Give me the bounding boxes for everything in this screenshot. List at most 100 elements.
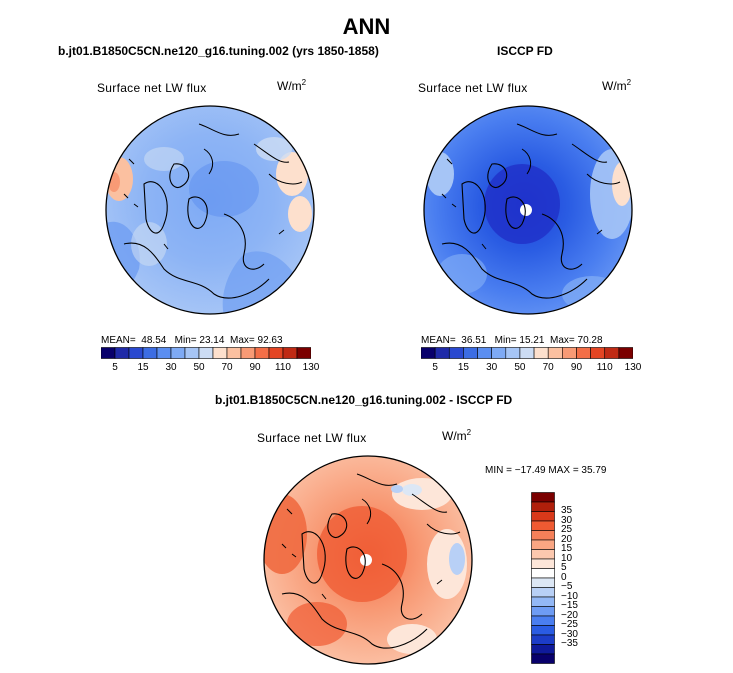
colorbar-swatch bbox=[531, 634, 555, 645]
colorbar-tick-label: 110 bbox=[596, 362, 613, 373]
colorbar-swatch bbox=[128, 347, 144, 359]
colorbar-swatch bbox=[142, 347, 158, 359]
figure-title: ANN bbox=[342, 14, 391, 39]
panel1-units: W/m2 bbox=[277, 78, 307, 93]
colorbar-swatch bbox=[184, 347, 200, 359]
colorbar-swatch bbox=[531, 530, 555, 541]
colorbar-swatch bbox=[170, 347, 186, 359]
colorbar-swatch bbox=[531, 511, 555, 522]
panel2-stats: MEAN= 36.51 Min= 15.21 Max= 70.28 bbox=[421, 335, 603, 346]
colorbar-tick-label: 0 bbox=[561, 571, 567, 583]
colorbar-swatch bbox=[531, 492, 555, 503]
colorbar-tick-label: 5 bbox=[432, 362, 438, 373]
colorbar-swatch bbox=[531, 577, 555, 588]
colorbar-tick-label: 110 bbox=[275, 362, 291, 373]
panel3-stats: MIN = −17.49 MAX = 35.79 bbox=[485, 465, 607, 476]
colorbar-tick-label: 50 bbox=[514, 362, 526, 373]
colorbar-tick-label: −20 bbox=[561, 609, 578, 621]
colorbar-tick-label: 15 bbox=[561, 543, 573, 554]
colorbar-swatch bbox=[226, 347, 242, 359]
panel2-colorbar bbox=[421, 347, 633, 359]
colorbar-swatch bbox=[531, 606, 555, 617]
colorbar-swatch bbox=[562, 347, 577, 359]
panel1-polar-map bbox=[105, 105, 315, 315]
colorbar-tick-label: 10 bbox=[561, 552, 573, 564]
colorbar-swatch bbox=[576, 347, 591, 359]
panel1-variable-label: Surface net LW flux bbox=[97, 81, 207, 95]
colorbar-swatch bbox=[477, 347, 492, 359]
colorbar-swatch bbox=[240, 347, 256, 359]
colorbar-swatch bbox=[590, 347, 606, 359]
colorbar-swatch bbox=[463, 347, 478, 359]
colorbar-swatch bbox=[618, 347, 633, 359]
colorbar-swatch bbox=[531, 558, 555, 569]
panel1-stats: MEAN= 48.54 Min= 23.14 Max= 92.63 bbox=[101, 335, 283, 346]
colorbar-swatch bbox=[491, 347, 507, 359]
colorbar-tick-label: −10 bbox=[561, 590, 578, 602]
panel1-colorbar bbox=[101, 347, 311, 359]
panel2-colorbar-ticks: 5 15 30 50 70 90 110 130 bbox=[421, 362, 641, 376]
colorbar-swatch bbox=[448, 347, 464, 359]
colorbar-swatch bbox=[101, 347, 116, 359]
colorbar-tick-label: 25 bbox=[561, 524, 573, 535]
colorbar-tick-label: 70 bbox=[542, 362, 554, 373]
colorbar-swatch bbox=[212, 347, 228, 359]
panel2-variable-label: Surface net LW flux bbox=[418, 81, 528, 95]
colorbar-swatch bbox=[434, 347, 450, 359]
colorbar-swatch bbox=[421, 347, 436, 359]
panel1-title: b.jt01.B1850C5CN.ne120_g16.tuning.002 (y… bbox=[58, 44, 379, 58]
colorbar-tick-label: 130 bbox=[624, 362, 642, 373]
colorbar-swatch bbox=[282, 347, 298, 359]
colorbar-tick-label: 90 bbox=[249, 362, 261, 373]
colorbar-swatch bbox=[531, 653, 555, 664]
colorbar-tick-label: 30 bbox=[486, 362, 498, 373]
colorbar-swatch bbox=[531, 625, 555, 636]
colorbar-tick-label: 15 bbox=[457, 362, 469, 373]
colorbar-swatch bbox=[531, 520, 555, 531]
panel2-title: ISCCP FD bbox=[497, 44, 553, 58]
panel3-colorbar bbox=[531, 492, 555, 664]
colorbar-tick-label: −15 bbox=[561, 600, 578, 611]
colorbar-tick-label: 70 bbox=[221, 362, 233, 373]
colorbar-swatch bbox=[531, 587, 555, 598]
panel3-title: b.jt01.B1850C5CN.ne120_g16.tuning.002 - … bbox=[215, 393, 513, 407]
panel3-colorbar-ticks: 35 30 25 20 15 10 5 0 −5 −10 −15 −20 −25 −30 −35 bbox=[561, 492, 601, 664]
colorbar-swatch bbox=[254, 347, 270, 359]
colorbar-swatch bbox=[531, 615, 555, 626]
colorbar-tick-label: 20 bbox=[561, 533, 573, 545]
colorbar-tick-label: 35 bbox=[561, 505, 573, 516]
colorbar-tick-label: 30 bbox=[561, 514, 573, 526]
colorbar-tick-label: 15 bbox=[137, 362, 149, 373]
colorbar-tick-label: 30 bbox=[165, 362, 177, 373]
colorbar-swatch bbox=[268, 347, 284, 359]
colorbar-tick-label: 50 bbox=[193, 362, 205, 373]
colorbar-swatch bbox=[156, 347, 172, 359]
colorbar-swatch bbox=[531, 596, 555, 607]
colorbar-swatch bbox=[547, 347, 563, 359]
colorbar-swatch bbox=[198, 347, 214, 359]
colorbar-tick-label: 130 bbox=[302, 362, 320, 373]
colorbar-tick-label: 5 bbox=[112, 362, 118, 373]
colorbar-swatch bbox=[531, 539, 555, 550]
colorbar-tick-label: −35 bbox=[561, 638, 578, 649]
colorbar-tick-label: −25 bbox=[561, 619, 578, 630]
colorbar-swatch bbox=[505, 347, 521, 359]
colorbar-swatch bbox=[519, 347, 535, 359]
panel2-units: W/m2 bbox=[602, 78, 632, 93]
panel3-variable-label: Surface net LW flux bbox=[257, 431, 367, 445]
colorbar-swatch bbox=[604, 347, 620, 359]
panel3-units: W/m2 bbox=[442, 428, 472, 443]
colorbar-tick-label: −30 bbox=[561, 628, 578, 640]
colorbar-swatch bbox=[296, 347, 311, 359]
colorbar-swatch bbox=[531, 644, 555, 655]
panel1-colorbar-ticks: 5 15 30 50 70 90 110 130 bbox=[101, 362, 319, 376]
colorbar-swatch bbox=[533, 347, 549, 359]
panel2-polar-map bbox=[423, 105, 633, 315]
colorbar-tick-label: 5 bbox=[561, 562, 567, 573]
colorbar-swatch bbox=[531, 501, 555, 512]
colorbar-swatch bbox=[531, 549, 555, 560]
colorbar-swatch bbox=[114, 347, 130, 359]
colorbar-tick-label: 90 bbox=[570, 362, 583, 373]
panel3-polar-map bbox=[263, 455, 473, 665]
colorbar-swatch bbox=[531, 568, 555, 579]
